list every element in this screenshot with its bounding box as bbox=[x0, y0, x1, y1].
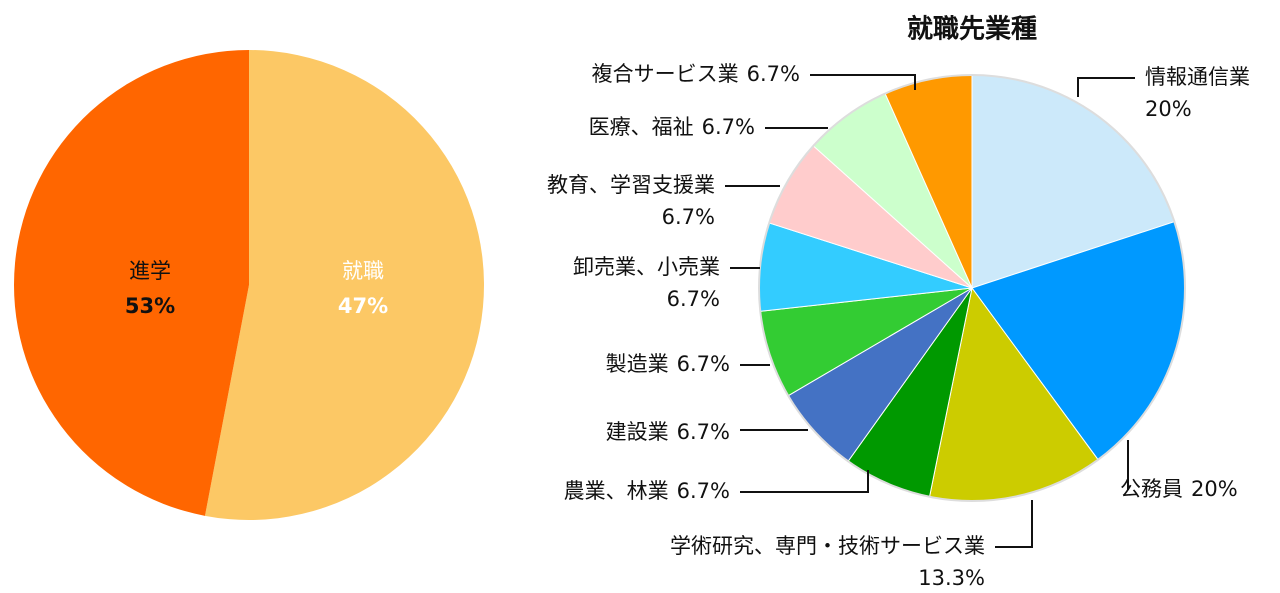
value-label: 6.7% bbox=[747, 62, 800, 86]
pie-outline bbox=[758, 74, 1186, 502]
slice-label: 医療、福祉 bbox=[589, 115, 694, 139]
slice-label: 進学 bbox=[129, 259, 171, 283]
value-label: 47% bbox=[338, 294, 388, 318]
value-label: 13.3% bbox=[918, 566, 985, 590]
slice-label-group: 製造業 6.7% bbox=[606, 352, 730, 376]
leader-line bbox=[1077, 77, 1135, 97]
pie-slice bbox=[204, 50, 484, 520]
slice-label: 学術研究、専門・技術サービス業 bbox=[670, 534, 985, 558]
slice-label: 製造業 bbox=[606, 352, 669, 376]
value-label: 20% bbox=[1145, 97, 1192, 121]
slice-label-group: 建設業 6.7% bbox=[606, 420, 730, 444]
slice-label-group: 医療、福祉 6.7% bbox=[589, 115, 755, 139]
value-label: 53% bbox=[125, 294, 175, 318]
value-label: 6.7% bbox=[677, 479, 730, 503]
value-label: 6.7% bbox=[702, 115, 755, 139]
slice-label: 卸売業、小売業 bbox=[573, 255, 720, 279]
value-label: 6.7% bbox=[677, 420, 730, 444]
slice-label: 農業、林業 bbox=[564, 479, 669, 503]
value-label: 6.7% bbox=[677, 352, 730, 376]
chart-title: 就職先業種 bbox=[907, 15, 1037, 45]
slice-label-group: 複合サービス業 6.7% bbox=[592, 62, 800, 86]
leader-line bbox=[810, 74, 916, 90]
value-label: 20% bbox=[1191, 477, 1238, 501]
value-label: 6.7% bbox=[662, 205, 715, 229]
slice-label: 情報通信業 bbox=[1145, 65, 1250, 89]
slice-label: 公務員 bbox=[1120, 477, 1183, 501]
slice-label-group: 公務員 20% bbox=[1120, 477, 1238, 501]
slice-label: 就職 bbox=[342, 259, 384, 283]
pie-slice bbox=[13, 50, 249, 516]
slice-label: 建設業 bbox=[606, 420, 669, 444]
value-label: 6.7% bbox=[667, 287, 720, 311]
leader-line bbox=[740, 470, 869, 493]
leader-line bbox=[995, 500, 1033, 548]
slice-label: 複合サービス業 bbox=[592, 62, 739, 86]
slice-label-group: 農業、林業 6.7% bbox=[564, 479, 730, 503]
slice-label: 教育、学習支援業 bbox=[547, 173, 715, 197]
